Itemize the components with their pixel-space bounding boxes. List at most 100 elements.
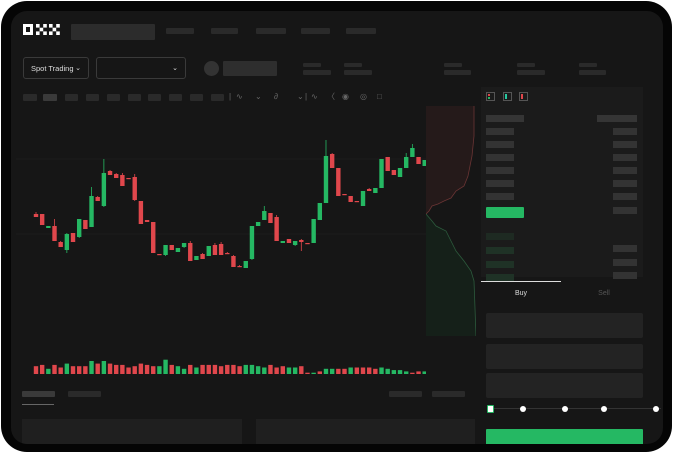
active-tab-underline — [22, 404, 54, 405]
interval-tab[interactable] — [86, 94, 99, 101]
candle — [410, 148, 415, 157]
filter-button[interactable] — [432, 391, 465, 397]
buy-tab-underline — [481, 281, 561, 282]
candlestick-chart[interactable] — [16, 106, 426, 386]
search-placeholder[interactable] — [71, 24, 155, 40]
interval-tab[interactable] — [190, 94, 203, 101]
interval-tab[interactable] — [23, 94, 37, 101]
candle — [132, 177, 137, 200]
candle — [144, 220, 150, 222]
volume-bar — [231, 364, 236, 374]
volume-bar — [175, 366, 181, 374]
settings-icon[interactable]: ◎ — [360, 92, 367, 101]
buy-tab[interactable]: Buy — [514, 290, 528, 297]
volume-bar — [107, 363, 113, 374]
volume-bar — [83, 366, 88, 374]
slider-handle[interactable] — [487, 405, 494, 413]
ask-row — [613, 154, 637, 161]
candle — [348, 196, 353, 202]
interval-tab[interactable] — [43, 94, 57, 101]
line-tool-icon[interactable]: ∿ — [311, 92, 318, 101]
spot-trading-button[interactable]: Spot Trading ⌄ — [23, 57, 89, 79]
candle — [83, 220, 88, 229]
volume-bar — [422, 371, 426, 374]
nav-item[interactable] — [256, 28, 286, 34]
candle — [237, 266, 242, 268]
candle — [126, 178, 131, 180]
candle — [200, 254, 205, 259]
interval-tab[interactable] — [65, 94, 78, 101]
volume-bar — [385, 368, 390, 374]
orders-card — [22, 419, 242, 444]
nav-item[interactable] — [346, 28, 376, 34]
total-input[interactable] — [486, 373, 643, 398]
volume-bar — [262, 367, 267, 374]
amount-input[interactable] — [486, 344, 643, 369]
bid-row — [613, 245, 637, 252]
volume-bar — [410, 372, 415, 374]
buy-submit-button[interactable] — [486, 429, 643, 444]
ask-row — [486, 167, 514, 174]
filter-button[interactable] — [389, 391, 422, 397]
candle — [268, 213, 273, 223]
volume-bar — [317, 371, 323, 374]
candle — [169, 245, 174, 250]
candle — [391, 170, 397, 175]
coin-avatar — [204, 61, 219, 76]
volume-bar — [329, 368, 335, 374]
chevron-down-icon[interactable]: ⌄ — [297, 92, 304, 101]
candle — [379, 159, 384, 188]
nav-item[interactable] — [211, 28, 238, 34]
volume-bar — [286, 367, 292, 374]
camera-icon[interactable]: ◉ — [342, 92, 349, 101]
candle — [354, 201, 360, 203]
ask-row — [486, 154, 514, 161]
volume-bar — [151, 366, 156, 374]
ruler-icon[interactable]: 〈 — [327, 92, 335, 101]
candle — [416, 157, 421, 164]
candle — [89, 196, 94, 227]
interval-tab[interactable] — [211, 94, 224, 101]
volume-bar — [404, 371, 409, 374]
interval-tab[interactable] — [107, 94, 120, 101]
candle — [101, 173, 107, 206]
interval-tab[interactable] — [128, 94, 141, 101]
volume-bar — [144, 364, 150, 374]
okx-logo[interactable] — [23, 24, 61, 35]
nav-item[interactable] — [301, 28, 330, 34]
volume-bar — [218, 366, 224, 374]
volume-bar — [52, 364, 57, 374]
ask-row — [486, 193, 514, 200]
interval-tab[interactable] — [169, 94, 182, 101]
sell-tab[interactable]: Sell — [598, 290, 610, 297]
volume-bar — [292, 367, 298, 374]
order-history-tab[interactable] — [68, 391, 101, 397]
open-orders-tab[interactable] — [22, 391, 55, 397]
interval-tab[interactable] — [148, 94, 161, 101]
volume-bar — [311, 372, 316, 374]
orderbook-header — [486, 115, 524, 122]
volume-bar — [336, 368, 341, 374]
both-sides-icon[interactable] — [486, 92, 495, 101]
indicator-icon[interactable]: ∿ — [236, 92, 243, 101]
candle — [280, 241, 285, 243]
volume-bar — [101, 361, 107, 374]
volume-bar — [354, 367, 360, 374]
volume-bar — [58, 367, 63, 374]
bid-row — [486, 233, 514, 240]
candle — [181, 243, 187, 247]
volume-bar — [255, 366, 261, 374]
spot-trading-label: Spot Trading — [31, 63, 74, 73]
pair-select[interactable]: ⌄ — [96, 57, 186, 79]
candle — [366, 189, 372, 191]
fx-icon[interactable]: ∂ — [274, 92, 278, 101]
candle — [249, 226, 255, 259]
fullscreen-icon[interactable]: □ — [377, 92, 382, 101]
asks-only-icon[interactable] — [519, 92, 528, 101]
compare-icon[interactable]: ⌄ — [255, 92, 262, 101]
volume-bar — [126, 367, 131, 374]
price-input[interactable] — [486, 313, 643, 338]
candle — [39, 214, 45, 225]
bids-only-icon[interactable] — [503, 92, 512, 101]
nav-item[interactable] — [166, 28, 194, 34]
